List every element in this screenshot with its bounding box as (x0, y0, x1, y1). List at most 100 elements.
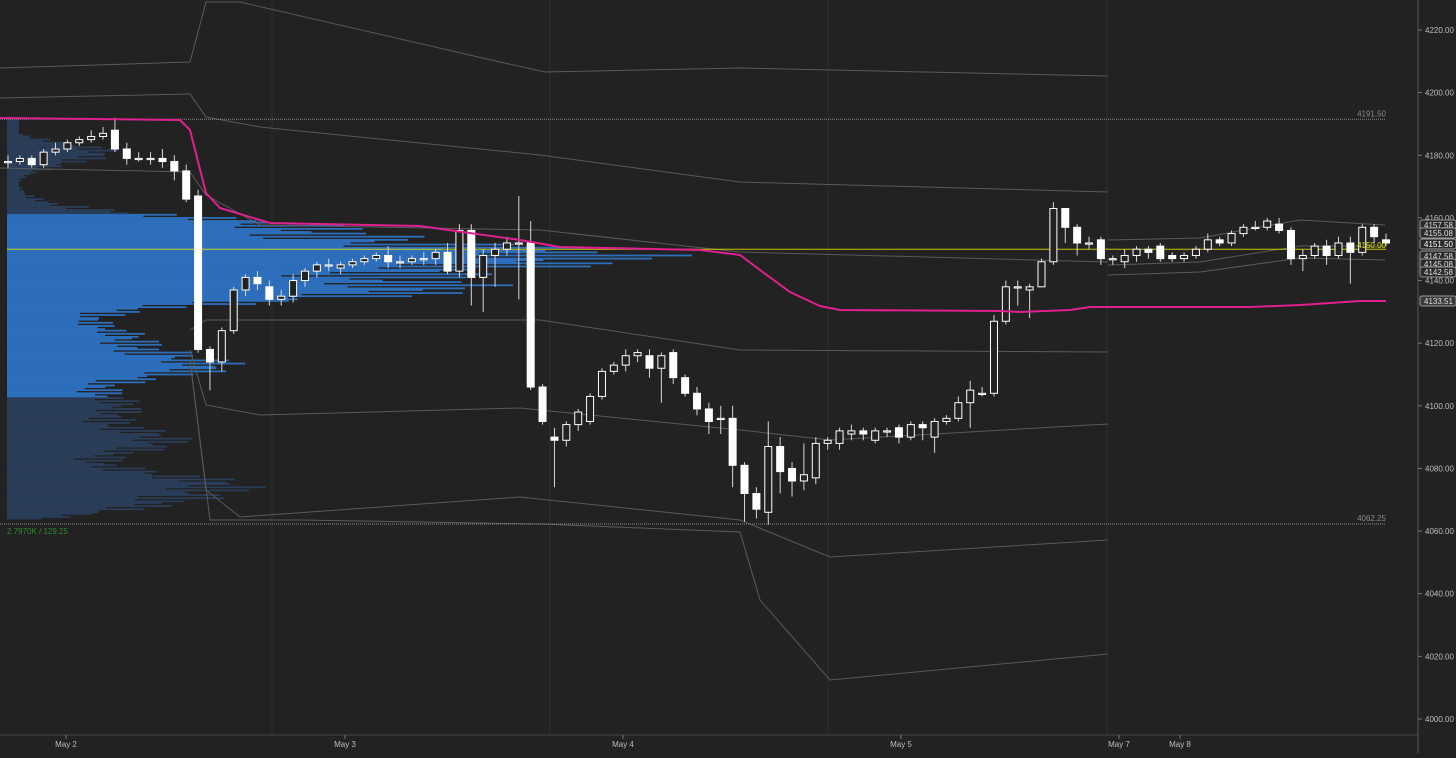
candle-body-up[interactable] (360, 258, 369, 263)
candle-body-down[interactable] (110, 129, 119, 150)
candle-body-up[interactable] (978, 392, 987, 395)
candle-body-up[interactable] (1037, 261, 1046, 288)
candle-body-down[interactable] (467, 229, 476, 278)
candle-body-down[interactable] (1096, 239, 1105, 260)
candle-body-down[interactable] (1346, 242, 1355, 253)
candle-body-up[interactable] (431, 251, 440, 260)
candle-body-up[interactable] (1049, 208, 1058, 263)
candle-body-up[interactable] (764, 446, 773, 513)
candle-body-down[interactable] (265, 286, 274, 300)
candle-body-up[interactable] (1334, 242, 1343, 256)
candle-body-up[interactable] (4, 161, 12, 164)
candle-body-up[interactable] (502, 242, 511, 250)
candle-body-down[interactable] (1286, 229, 1295, 260)
candle-body-up[interactable] (574, 411, 583, 426)
candle-body-up[interactable] (1298, 254, 1307, 260)
candle-body-down[interactable] (384, 254, 393, 263)
candle-body-down[interactable] (1156, 245, 1165, 260)
candle-body-down[interactable] (550, 436, 559, 441)
candle-body-down[interactable] (122, 148, 131, 159)
candle-body-up[interactable] (1180, 254, 1189, 260)
candle-body-up[interactable] (51, 148, 60, 153)
candle-body-up[interactable] (823, 439, 832, 444)
candle-body-up[interactable] (75, 139, 84, 144)
candle-body-up[interactable] (419, 258, 428, 261)
candle-body-down[interactable] (1061, 208, 1070, 228)
candle-body-up[interactable] (835, 430, 844, 444)
candle-body-up[interactable] (799, 474, 808, 482)
candle-body-up[interactable] (871, 430, 880, 441)
candle-body-up[interactable] (1191, 248, 1200, 256)
candle-body-down[interactable] (1370, 226, 1379, 238)
candle-body-up[interactable] (1013, 286, 1022, 289)
candle-body-up[interactable] (1085, 242, 1094, 245)
candle-body-up[interactable] (942, 417, 951, 422)
candle-body-down[interactable] (205, 348, 214, 363)
candle-body-up[interactable] (597, 370, 606, 397)
candle-body-up[interactable] (372, 254, 381, 260)
candle-body-down[interactable] (681, 377, 690, 394)
candle-body-up[interactable] (15, 157, 24, 163)
candle-body-down[interactable] (27, 157, 36, 166)
candle-body-up[interactable] (1108, 258, 1117, 261)
candle-body-down[interactable] (253, 276, 262, 285)
candle-body-up[interactable] (1001, 286, 1010, 322)
candle-body-down[interactable] (158, 157, 167, 163)
candles[interactable] (4, 117, 1390, 525)
candle-body-down[interactable] (194, 195, 203, 350)
candle-body-down[interactable] (788, 467, 797, 482)
candle-body-down[interactable] (526, 242, 535, 388)
candle-body-up[interactable] (99, 132, 108, 137)
candle-body-down[interactable] (645, 355, 654, 369)
candle-body-up[interactable] (621, 355, 630, 366)
candle-body-down[interactable] (728, 417, 737, 466)
candle-body-down[interactable] (693, 392, 701, 410)
candle-body-down[interactable] (1073, 226, 1082, 244)
candle-body-down[interactable] (1275, 223, 1284, 231)
candle-body-up[interactable] (63, 142, 72, 150)
candle-body-down[interactable] (182, 170, 191, 200)
time-axis[interactable]: May 2 May 3 May 4 May 5 May 7 May 8 (55, 735, 1191, 749)
candle-body-down[interactable] (1168, 254, 1177, 260)
candle-body-up[interactable] (811, 442, 820, 479)
candle-body-down[interactable] (1322, 245, 1331, 256)
candle-body-up[interactable] (1310, 245, 1319, 256)
price-axis[interactable]: 4220.00 4200.00 4180.00 4160.00 4140.00 4120.… (1418, 26, 1454, 724)
candle-body-up[interactable] (491, 248, 500, 256)
candle-body-down[interactable] (894, 427, 903, 438)
candle-body-up[interactable] (1025, 286, 1034, 291)
candle-body-up[interactable] (966, 389, 975, 404)
candle-body-up[interactable] (514, 242, 523, 245)
candle-body-up[interactable] (1239, 226, 1248, 235)
candle-body-up[interactable] (229, 289, 238, 332)
candle-body-up[interactable] (455, 229, 464, 272)
candle-body-up[interactable] (479, 254, 488, 278)
candle-body-up[interactable] (134, 157, 143, 161)
candle-body-down[interactable] (859, 430, 868, 435)
candle-body-up[interactable] (1263, 220, 1272, 228)
candle-body-up[interactable] (324, 264, 333, 267)
candle-body-down[interactable] (704, 408, 713, 422)
candle-body-up[interactable] (906, 424, 915, 438)
candle-body-up[interactable] (657, 355, 666, 369)
candle-body-up[interactable] (407, 258, 416, 263)
candle-body-up[interactable] (277, 295, 286, 300)
candle-body-up[interactable] (300, 270, 309, 282)
candle-body-down[interactable] (538, 386, 547, 422)
candle-body-up[interactable] (716, 417, 725, 421)
candle-body-up[interactable] (562, 424, 571, 441)
candle-body-up[interactable] (930, 420, 939, 438)
candle-body-up[interactable] (954, 402, 963, 419)
candle-body-down[interactable] (1144, 248, 1153, 253)
candle-body-up[interactable] (312, 264, 321, 272)
candle-body-up[interactable] (1203, 239, 1212, 250)
candle-body-up[interactable] (39, 151, 48, 166)
candle-body-up[interactable] (217, 330, 226, 363)
candle-body-down[interactable] (752, 493, 761, 510)
candle-body-down[interactable] (1215, 239, 1224, 244)
candle-body-up[interactable] (1251, 226, 1260, 230)
candle-body-up[interactable] (87, 135, 96, 141)
candle-body-up[interactable] (989, 320, 998, 394)
